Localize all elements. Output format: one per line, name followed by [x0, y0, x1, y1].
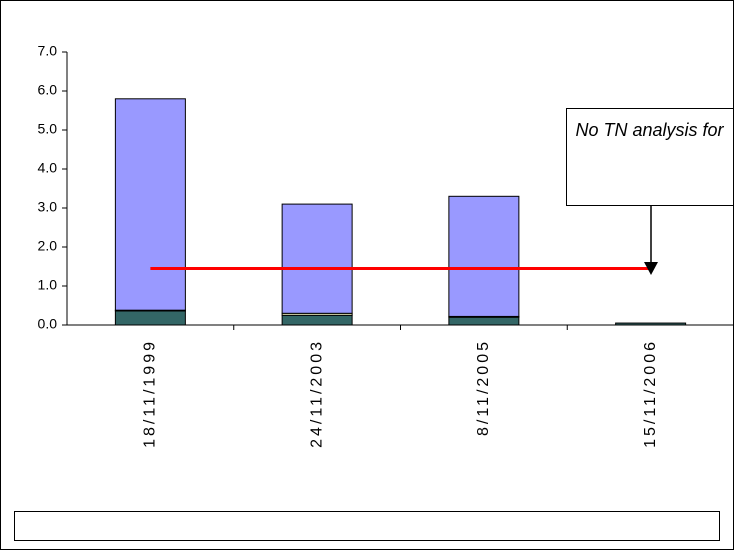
bar-segment	[281, 203, 353, 314]
x-tick-label: 8/11/2005	[475, 339, 492, 436]
annotation-box	[566, 108, 734, 206]
annotation: No TN analysis for	[575, 120, 724, 140]
arrow-head	[644, 262, 658, 275]
x-tick-label: 18/11/1999	[142, 339, 159, 448]
y-tick-label: 0.0	[38, 316, 58, 332]
x-tick-label: 15/11/2006	[642, 339, 659, 448]
bar-segment	[114, 98, 186, 311]
bar-segment	[281, 314, 353, 326]
bar-segment	[114, 310, 186, 326]
y-tick-label: 1.0	[38, 277, 58, 293]
y-tick-label: 3.0	[38, 199, 58, 215]
y-tick-label: 4.0	[38, 160, 58, 176]
x-tick-label: 24/11/2003	[308, 339, 325, 448]
bar-segment	[448, 316, 520, 326]
bar-segment	[448, 195, 520, 317]
y-tick-label: 5.0	[38, 121, 58, 137]
y-tick-label: 7.0	[38, 43, 58, 59]
y-tick-label: 2.0	[38, 238, 58, 254]
y-tick-label: 6.0	[38, 82, 58, 98]
legend-box	[14, 511, 720, 541]
